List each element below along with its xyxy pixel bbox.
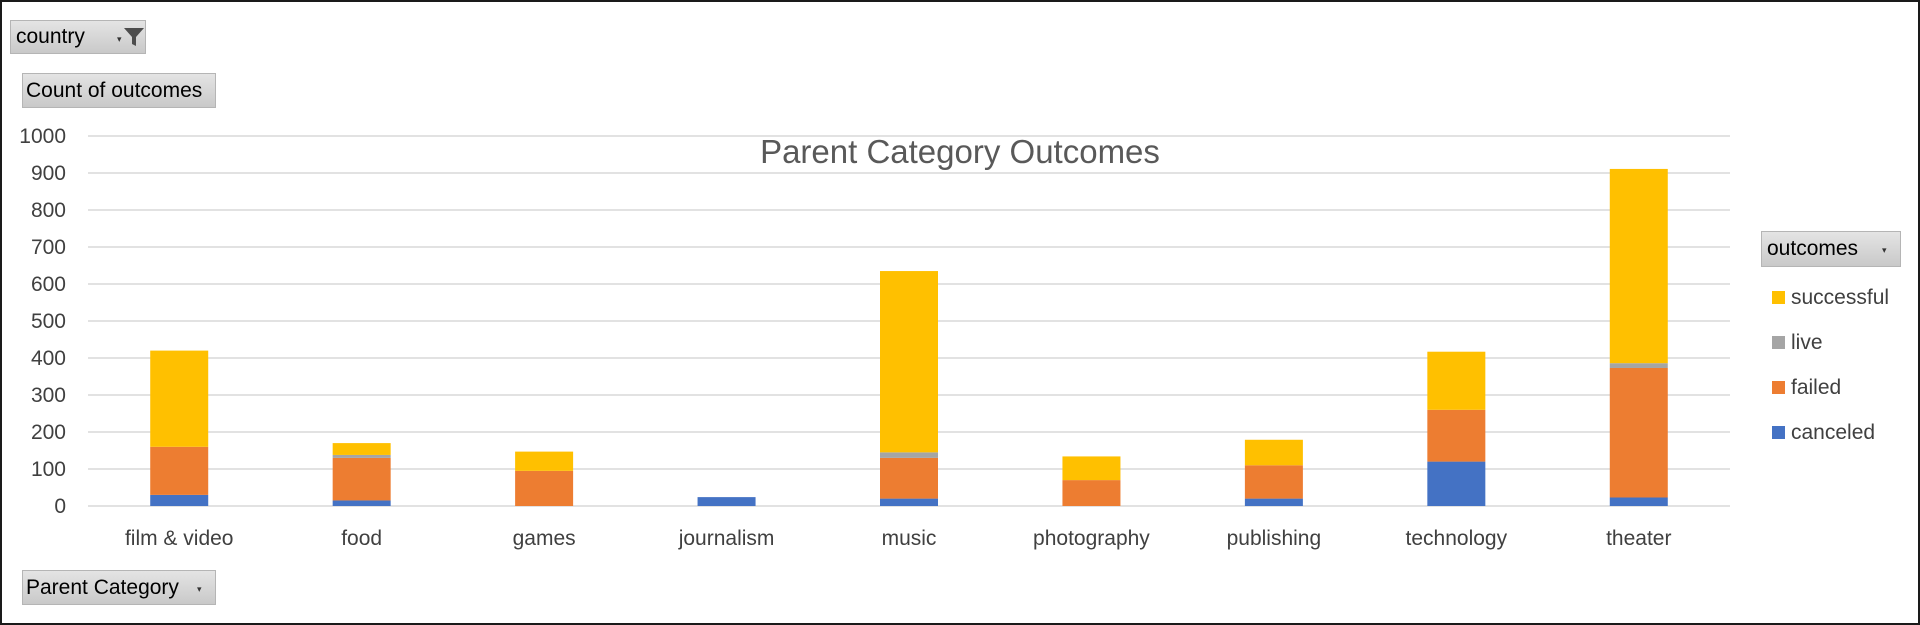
x-tick-label: publishing [1227, 527, 1322, 550]
legend-swatch [1772, 381, 1785, 394]
y-tick-label: 1000 [19, 125, 66, 148]
country-filter-button[interactable]: country ▾ [10, 20, 146, 54]
bar-segment-canceled [332, 500, 391, 506]
y-tick-label: 200 [31, 421, 66, 444]
bar-segment-failed [1427, 409, 1486, 462]
bar-segment-successful [332, 443, 391, 455]
bar-segment-successful [1427, 351, 1486, 410]
x-tick-label: theater [1606, 527, 1671, 550]
bar-segment-live [332, 454, 391, 458]
x-tick-label: technology [1406, 527, 1508, 550]
bar-segment-successful [1244, 439, 1303, 466]
bar-segment-live [880, 452, 938, 458]
axis-field-label: Parent Category [26, 575, 179, 599]
axis-field-button[interactable]: Parent Category ▾ [22, 570, 216, 605]
x-tick-label: journalism [678, 527, 775, 550]
y-tick-label: 0 [54, 495, 66, 518]
bar-segment-successful [880, 271, 938, 453]
legend-label: live [1791, 330, 1823, 354]
y-tick-label: 100 [31, 458, 66, 481]
legend-swatch [1772, 336, 1785, 349]
x-tick-label: food [341, 527, 382, 550]
bar-segment-successful [150, 350, 209, 447]
legend-label: canceled [1791, 420, 1876, 444]
legend-swatch [1772, 426, 1785, 439]
funnel-filter-icon [124, 28, 144, 46]
y-tick-label: 500 [31, 310, 66, 333]
legend-label: successful [1791, 285, 1890, 309]
bar-segment-canceled [1609, 497, 1668, 506]
legend-swatch [1772, 291, 1785, 304]
dropdown-arrow-icon: ▾ [197, 584, 202, 594]
legend-item: canceled [1772, 410, 1889, 455]
bar-segment-failed [1244, 465, 1303, 499]
legend-label: failed [1791, 375, 1842, 399]
bar-segment-failed [1609, 367, 1668, 498]
bar-segment-failed [515, 470, 574, 506]
country-filter-label: country [16, 25, 85, 48]
x-tick-label: photography [1033, 527, 1150, 550]
legend-field-label: outcomes [1767, 237, 1859, 260]
dropdown-arrow-icon: ▾ [1882, 245, 1887, 255]
chart-legend: successful live failed canceled [1772, 275, 1889, 455]
bar-segment-failed [150, 446, 209, 495]
bar-segment-failed [880, 457, 938, 499]
value-field-button[interactable]: Count of outcomes [22, 73, 216, 108]
legend-field-button[interactable]: outcomes ▾ [1761, 231, 1901, 267]
bar-segment-live [1609, 363, 1668, 368]
bar-segment-successful [515, 451, 574, 471]
x-tick-label: music [882, 527, 937, 550]
bar-segment-canceled [697, 497, 756, 506]
chart-title: Parent Category Outcomes [760, 133, 1160, 170]
bar-segment-canceled [1244, 498, 1303, 506]
value-field-label: Count of outcomes [26, 78, 203, 102]
legend-item: live [1772, 320, 1889, 365]
bar-segment-canceled [880, 498, 938, 506]
x-tick-label: film & video [125, 527, 234, 550]
bar-segment-canceled [150, 494, 209, 506]
y-tick-label: 300 [31, 384, 66, 407]
y-tick-label: 700 [31, 236, 66, 259]
y-tick-label: 800 [31, 199, 66, 222]
bar-segment-successful [1609, 168, 1668, 364]
bar-segment-successful [1062, 456, 1121, 481]
y-tick-label: 600 [31, 273, 66, 296]
legend-item: failed [1772, 365, 1889, 410]
dropdown-arrow-icon: ▾ [117, 34, 122, 44]
legend-item: successful [1772, 275, 1889, 320]
bar-segment-canceled [1427, 461, 1486, 506]
bar-segment-failed [332, 457, 391, 501]
bar-segment-failed [1062, 480, 1121, 506]
x-tick-label: games [513, 527, 576, 550]
y-tick-label: 900 [31, 162, 66, 185]
y-tick-label: 400 [31, 347, 66, 370]
